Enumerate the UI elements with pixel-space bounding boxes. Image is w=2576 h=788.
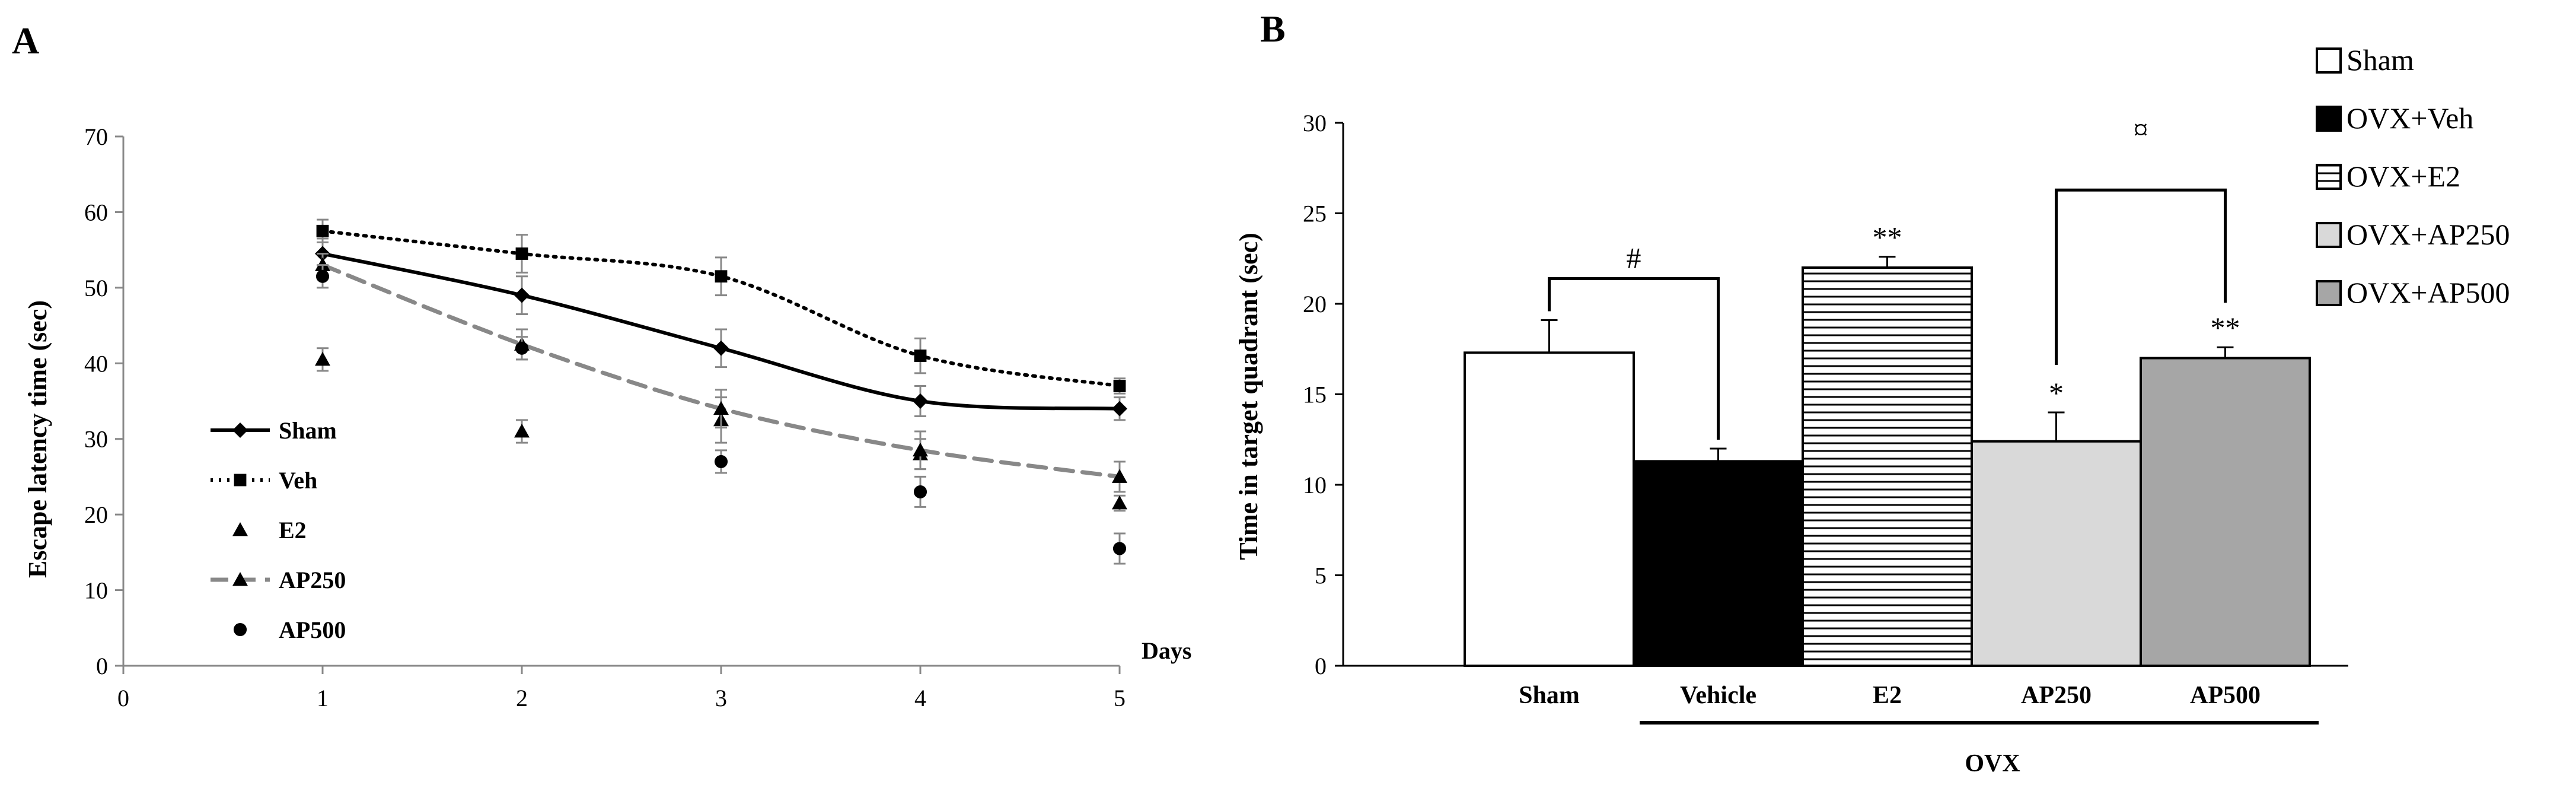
panel-b-bars: Sham Vehicle E2 AP250 AP500: [1464, 256, 2311, 709]
panel-b-letter: B: [1260, 8, 1286, 50]
data-point-ap500: [515, 341, 529, 355]
comparison-bracket: [2055, 188, 2227, 365]
ovx-group-label: OVX: [1965, 750, 2020, 777]
data-point-e2: [514, 423, 530, 438]
x-tick-label: 4: [914, 685, 926, 711]
comparison-bracket-label: ¤: [2134, 113, 2148, 146]
panel-a-y-axis-title: Escape latency time (sec): [23, 300, 52, 578]
data-point-ap500: [913, 485, 927, 498]
y-tick-label: 60: [84, 199, 108, 225]
data-point-ap250: [913, 442, 928, 457]
panel-b-annotations: *****#¤: [1548, 113, 2319, 725]
bar-vehicle: [1633, 460, 1804, 667]
panel-a-legend: Sham Veh E2 AP250 AP500: [211, 417, 346, 643]
bar-e2: [1802, 266, 1973, 667]
significance-stars-ap500: **: [2211, 311, 2240, 344]
x-tick-label: 5: [1114, 685, 1126, 711]
panel-b-y-axis-title: Time in target quadrant (sec): [1234, 233, 1263, 560]
legend-swatch-ovx-ap250: [2316, 222, 2342, 248]
x-tick-label: 1: [317, 685, 329, 711]
panel-b-legend: Sham OVX+Veh OVX+E2 OVX+AP250 OVX+AP500: [2316, 43, 2510, 309]
y-tick-label: 10: [1303, 472, 1327, 498]
legend-swatch-ovx-veh: [2316, 106, 2342, 132]
data-point-ap500: [714, 455, 728, 468]
legend-marker-ap250: [232, 572, 248, 586]
legend-label-sham: Sham: [279, 417, 337, 444]
data-point-sham: [913, 393, 928, 409]
data-point-veh: [1113, 380, 1126, 392]
data-point-e2: [315, 351, 330, 366]
significance-stars-e2: **: [1873, 221, 1902, 254]
data-point-sham: [514, 287, 530, 303]
legend-swatch-ovx-ap500: [2316, 280, 2342, 306]
panel-a-x-axis-title: Days: [1142, 637, 1191, 664]
y-tick-label: 20: [1303, 291, 1327, 317]
bar-ap500: [2140, 357, 2311, 667]
legend-label-ap500: AP500: [279, 617, 346, 643]
x-tick-label: 0: [117, 685, 129, 711]
data-point-veh: [316, 224, 329, 237]
panel-b: B 0 5 10 15 20 25 30 Time in target quadrant (…: [1234, 8, 2510, 777]
legend-label-ovx-ap500: OVX+AP500: [2347, 276, 2510, 309]
data-point-veh: [914, 349, 927, 362]
data-point-sham: [1112, 401, 1127, 417]
data-point-veh: [515, 247, 528, 260]
comparison-bracket: [1548, 277, 1720, 440]
panel-a: A 0 10 20 30 40 50 60 70 0 1 2 3 4 5 Escape latency t…: [12, 20, 1191, 711]
data-point-ap250: [1112, 469, 1127, 483]
legend-label-e2: E2: [279, 517, 307, 544]
legend-label-ovx-ap250: OVX+AP250: [2347, 218, 2510, 251]
data-point-e2: [1112, 495, 1127, 510]
legend-label-ovx-veh: OVX+Veh: [2347, 101, 2473, 135]
y-tick-label: 25: [1303, 201, 1327, 227]
y-tick-label: 0: [96, 653, 108, 679]
data-point-veh: [715, 270, 728, 283]
legend-label-ovx-e2: OVX+E2: [2347, 160, 2460, 193]
bar-ap250: [1971, 440, 2142, 667]
y-tick-label: 30: [1303, 110, 1327, 136]
category-label-sham: Sham: [1519, 682, 1580, 709]
y-tick-label: 0: [1315, 653, 1327, 679]
x-tick-label: 2: [516, 685, 528, 711]
y-tick-label: 10: [84, 577, 108, 604]
panel-a-letter: A: [12, 20, 39, 62]
comparison-bracket-label: #: [1627, 241, 1641, 274]
y-tick-label: 15: [1303, 382, 1327, 408]
legend-swatch-sham: [2316, 47, 2342, 74]
legend-marker-veh: [234, 474, 247, 487]
y-tick-label: 20: [84, 501, 108, 528]
y-tick-label: 5: [1315, 563, 1327, 589]
legend-marker-e2: [232, 522, 248, 536]
data-point-ap500: [1112, 542, 1127, 555]
legend-marker-sham: [232, 422, 248, 438]
y-tick-label: 50: [84, 275, 108, 301]
data-point-ap500: [315, 269, 330, 283]
category-label-e2: E2: [1873, 682, 1902, 709]
legend-label-ap250: AP250: [279, 567, 346, 593]
panel-a-series: [315, 218, 1127, 565]
data-point-ap250: [713, 401, 729, 415]
y-tick-label: 40: [84, 350, 108, 377]
data-point-sham: [713, 340, 729, 356]
y-tick-label: 70: [84, 123, 108, 150]
bar-sham: [1464, 351, 1635, 667]
y-tick-label: 30: [84, 426, 108, 453]
category-label-vehicle: Vehicle: [1680, 682, 1756, 709]
legend-swatch-ovx-e2: [2316, 164, 2342, 190]
significance-stars-ap250: *: [2049, 376, 2064, 409]
legend-marker-ap500: [233, 622, 247, 637]
x-tick-label: 3: [715, 685, 727, 711]
legend-label-veh: Veh: [279, 467, 317, 494]
category-label-ap250: AP250: [2021, 682, 2092, 709]
panel-a-axes: 0 10 20 30 40 50 60 70 0 1 2 3 4 5: [84, 123, 1126, 711]
category-label-ap500: AP500: [2190, 682, 2261, 709]
legend-label-sham: Sham: [2347, 43, 2414, 77]
